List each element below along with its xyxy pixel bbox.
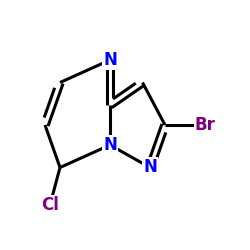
Text: N: N [103, 136, 117, 154]
Text: N: N [103, 51, 117, 69]
Text: Br: Br [194, 116, 216, 134]
Text: N: N [143, 158, 157, 176]
Text: Cl: Cl [41, 196, 59, 214]
